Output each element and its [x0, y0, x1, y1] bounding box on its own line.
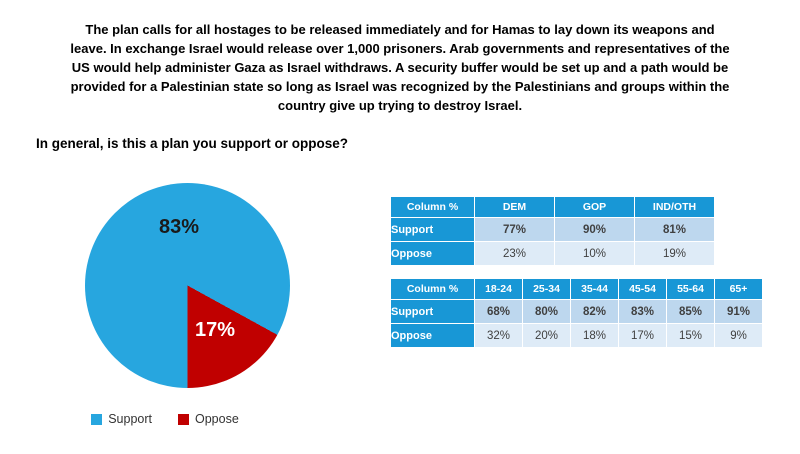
party-row-label-support: Support	[390, 217, 475, 242]
party-corner-label: Column %	[390, 196, 475, 218]
cell-oppose-ind-oth: 19%	[634, 241, 715, 266]
column-header-25-34: 25-34	[522, 278, 571, 300]
column-header-ind-oth: IND/OTH	[634, 196, 715, 218]
cell-oppose-65plus: 9%	[714, 323, 763, 348]
party-table: Column % DEM GOP IND/OTH Support 77% 90%…	[390, 196, 715, 266]
pie-data-label-support: 83%	[158, 216, 200, 238]
cell-support-35-44: 82%	[570, 299, 619, 324]
legend-label-support: Support	[108, 412, 152, 426]
column-header-18-24: 18-24	[474, 278, 523, 300]
column-header-65plus: 65+	[714, 278, 763, 300]
support-swatch-icon	[91, 413, 103, 425]
cell-support-gop: 90%	[554, 217, 635, 242]
column-header-dem: DEM	[474, 196, 555, 218]
pie-legend: Support Oppose	[55, 412, 275, 426]
cell-support-dem: 77%	[474, 217, 555, 242]
column-header-45-54: 45-54	[618, 278, 667, 300]
cell-support-ind-oth: 81%	[634, 217, 715, 242]
cell-oppose-gop: 10%	[554, 241, 635, 266]
age-row-support: Support 68% 80% 82% 83% 85% 91%	[390, 299, 763, 324]
age-corner-label: Column %	[390, 278, 475, 300]
age-table: Column % 18-24 25-34 35-44 45-54 55-64 6…	[390, 278, 763, 348]
party-row-label-oppose: Oppose	[390, 241, 475, 266]
legend-label-oppose: Oppose	[195, 412, 239, 426]
cell-support-55-64: 85%	[666, 299, 715, 324]
age-table-header-row: Column % 18-24 25-34 35-44 45-54 55-64 6…	[390, 278, 763, 300]
legend-item-oppose: Oppose	[178, 412, 239, 426]
column-header-35-44: 35-44	[570, 278, 619, 300]
column-header-gop: GOP	[554, 196, 635, 218]
cell-oppose-55-64: 15%	[666, 323, 715, 348]
age-row-label-support: Support	[390, 299, 475, 324]
age-row-oppose: Oppose 32% 20% 18% 17% 15% 9%	[390, 323, 763, 348]
age-row-label-oppose: Oppose	[390, 323, 475, 348]
cell-support-18-24: 68%	[474, 299, 523, 324]
cell-oppose-35-44: 18%	[570, 323, 619, 348]
cell-support-45-54: 83%	[618, 299, 667, 324]
oppose-swatch-icon	[178, 413, 189, 425]
cell-oppose-dem: 23%	[474, 241, 555, 266]
poll-question: In general, is this a plan you support o…	[36, 136, 349, 151]
pie-data-label-oppose: 17%	[194, 319, 236, 341]
column-header-55-64: 55-64	[666, 278, 715, 300]
party-row-oppose: Oppose 23% 10% 19%	[390, 241, 715, 266]
party-table-header-row: Column % DEM GOP IND/OTH	[390, 196, 715, 218]
pie-chart-area: 83% 17%	[85, 183, 290, 388]
cell-oppose-45-54: 17%	[618, 323, 667, 348]
cell-support-25-34: 80%	[522, 299, 571, 324]
cell-support-65plus: 91%	[714, 299, 763, 324]
cell-oppose-18-24: 32%	[474, 323, 523, 348]
approval-pie	[85, 183, 290, 388]
plan-description: The plan calls for all hostages to be re…	[70, 22, 730, 113]
cell-oppose-25-34: 20%	[522, 323, 571, 348]
party-row-support: Support 77% 90% 81%	[390, 217, 715, 242]
legend-item-support: Support	[91, 412, 152, 426]
